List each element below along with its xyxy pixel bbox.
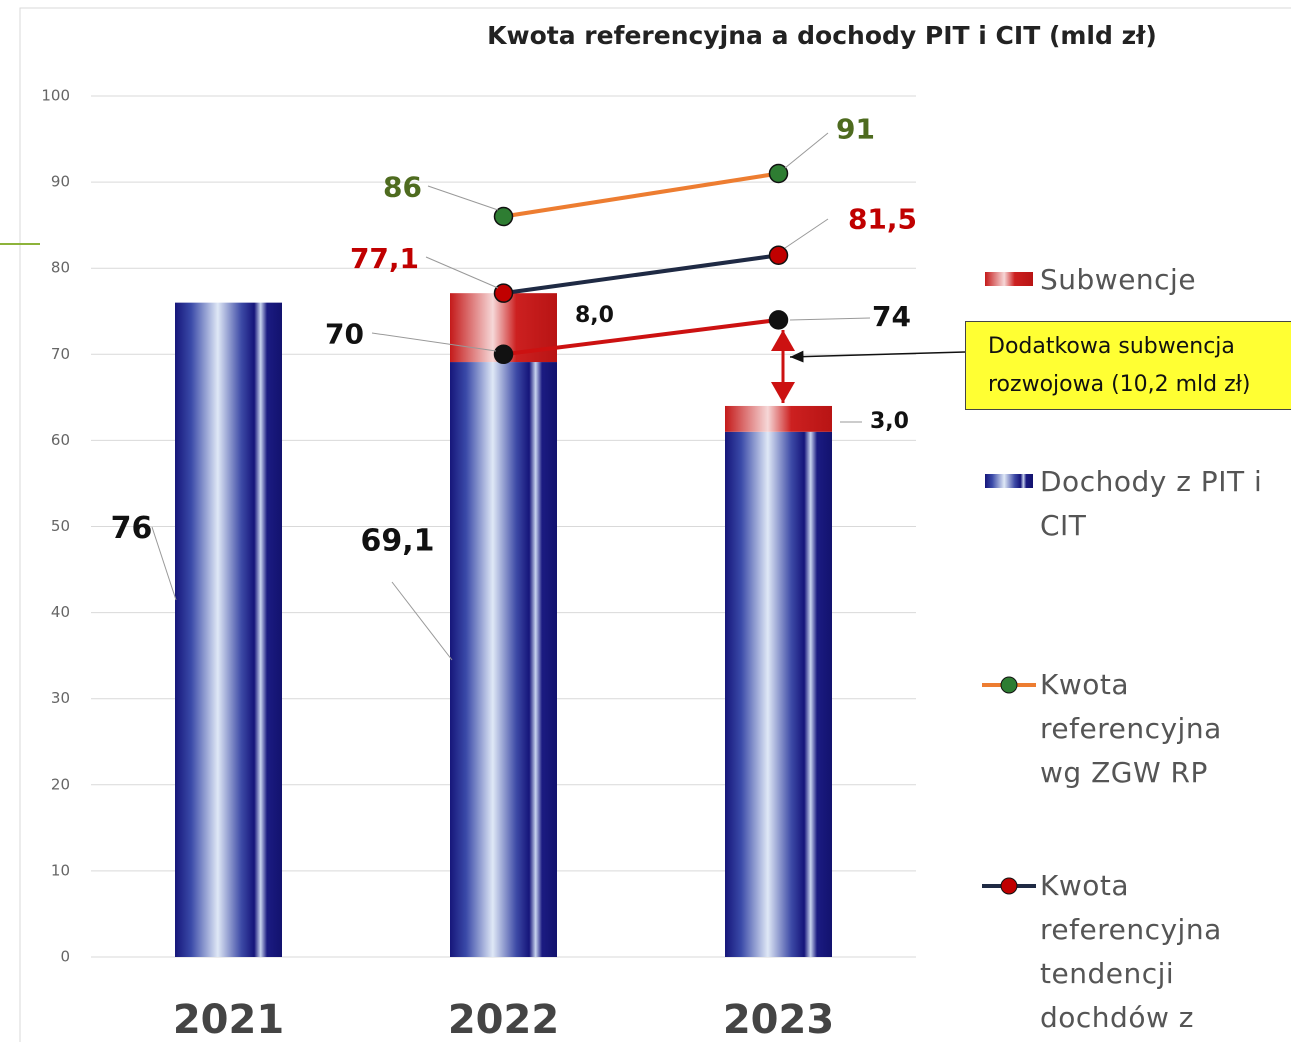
y-tick-label: 70 (51, 345, 70, 363)
x-tick-label: 2022 (448, 997, 559, 1042)
line-marker (493, 206, 514, 227)
line-marker (768, 310, 789, 330)
legend-swatch (1000, 877, 1018, 895)
y-tick-label: 40 (51, 603, 70, 621)
y-tick-label: 90 (51, 173, 70, 191)
annotation: Dodatkowa subwencja rozwojowa (10,2 mld z… (965, 321, 1291, 410)
leader-line (789, 317, 871, 321)
legend-swatch (985, 272, 1033, 286)
y-tick-label: 30 (51, 689, 70, 707)
y-tick-label: 0 (60, 948, 70, 966)
bar-segment (725, 405, 832, 432)
line (503, 317, 779, 357)
legend-label: Subwencje (1040, 263, 1197, 296)
data-label: 77,1 (350, 242, 419, 275)
y-tick-label: 10 (51, 861, 70, 879)
x-tick-label: 2021 (173, 997, 284, 1042)
line (503, 253, 779, 296)
line-marker (768, 245, 789, 266)
leader-line (784, 132, 829, 169)
chart-frame (19, 7, 1291, 1042)
leader-line (784, 218, 829, 249)
bar-segment (450, 362, 557, 957)
annotation-arrow (789, 350, 966, 363)
line (503, 171, 779, 219)
data-label: 8,0 (575, 303, 614, 328)
data-label: 91 (836, 112, 875, 145)
y-tick-label: 80 (51, 259, 70, 277)
legend-label: Dochody z PIT i CIT (1040, 465, 1263, 542)
legend-label: Kwota referencyjna wg ZGW RP (1040, 668, 1222, 789)
data-label: 70 (325, 317, 364, 350)
data-label: 69,1 (360, 524, 434, 559)
data-label: 86 (383, 171, 422, 204)
bar-segment (175, 302, 282, 957)
annotation-line: rozwojowa (10,2 mld zł) (988, 372, 1251, 397)
leader-line (371, 332, 497, 352)
y-tick-label: 50 (51, 517, 70, 535)
leader-line (425, 256, 499, 289)
y-tick-label: 100 (41, 87, 70, 105)
data-label: 81,5 (848, 202, 917, 235)
data-label: 76 (111, 511, 153, 546)
leader-line (151, 526, 177, 601)
x-tick-label: 2023 (723, 997, 834, 1042)
legend-swatch (985, 474, 1033, 488)
data-label: 3,0 (870, 409, 909, 434)
line-marker (493, 344, 514, 365)
data-label: 74 (872, 300, 911, 333)
leader-line (427, 185, 499, 211)
annotation-line: Dodatkowa subwencja (988, 334, 1235, 359)
y-tick-label: 60 (51, 431, 70, 449)
line-marker (493, 283, 514, 303)
bar-segment (725, 431, 832, 957)
y-tick-label: 20 (51, 775, 70, 793)
legend-swatch (1000, 676, 1018, 694)
line-marker (768, 163, 789, 184)
legend-label: Kwota referencyjna tendencji dochdów z (1040, 869, 1222, 1034)
leader-line (391, 581, 453, 661)
chart-title: Kwota referencyjna a dochody PIT i CIT (… (487, 21, 1157, 50)
